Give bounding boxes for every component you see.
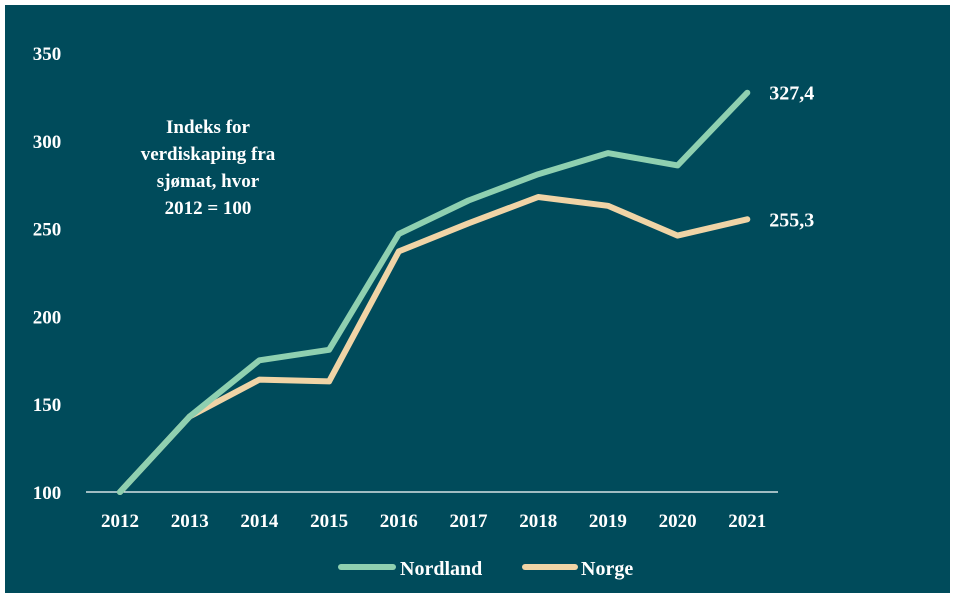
end-label-norge: 255,3	[769, 209, 814, 231]
x-tick-label: 2018	[519, 511, 557, 532]
series-line-nordland	[117, 89, 751, 495]
y-tick-label: 150	[33, 395, 62, 416]
chart-annotation: Indeks for verdiskaping fra sjømat, hvor 20…	[141, 117, 276, 219]
series-line-norge	[117, 194, 751, 495]
x-tick-label: 2014	[240, 511, 279, 532]
x-tick-label: 2019	[589, 511, 627, 532]
series-lines	[117, 89, 751, 495]
y-axis-ticks: 100 150 200 250 300 350	[33, 44, 62, 504]
y-tick-label: 350	[33, 44, 62, 65]
legend: Nordland Norge	[338, 558, 633, 580]
x-tick-label: 2016	[380, 511, 418, 532]
y-tick-label: 250	[33, 220, 62, 241]
x-tick-label: 2020	[659, 511, 697, 532]
x-axis-ticks: 2012 2013 2014 2015 2016 2017 2018 2019 2020 2021	[101, 511, 766, 532]
end-label-nordland: 327,4	[769, 83, 814, 105]
y-tick-label: 300	[33, 132, 62, 153]
legend-label-norge: Norge	[581, 558, 633, 580]
chart-frame	[5, 5, 950, 593]
y-tick-label: 100	[33, 483, 62, 504]
x-tick-label: 2015	[310, 511, 348, 532]
x-tick-label: 2017	[450, 511, 489, 532]
end-labels: 327,4 255,3	[769, 83, 814, 232]
x-tick-label: 2021	[728, 511, 766, 532]
x-tick-label: 2012	[101, 511, 139, 532]
legend-label-nordland: Nordland	[400, 558, 482, 580]
y-tick-label: 200	[33, 307, 62, 328]
x-tick-label: 2013	[171, 511, 209, 532]
